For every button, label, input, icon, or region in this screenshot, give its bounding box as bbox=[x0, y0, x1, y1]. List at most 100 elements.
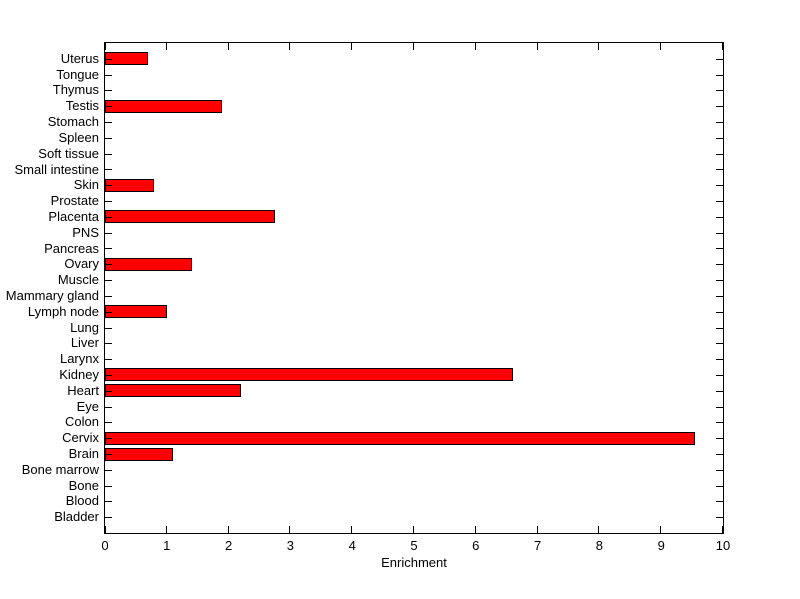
bar-placenta bbox=[105, 210, 275, 224]
y-tick-label-colon: Colon bbox=[65, 414, 99, 430]
y-tick-right bbox=[716, 154, 723, 155]
y-tick-right bbox=[716, 122, 723, 123]
y-tick-right bbox=[716, 312, 723, 313]
y-tick-right bbox=[716, 470, 723, 471]
y-tick-right bbox=[716, 169, 723, 170]
y-tick-label-heart: Heart bbox=[67, 382, 99, 398]
y-tick-left bbox=[105, 280, 112, 281]
y-tick-left bbox=[105, 217, 112, 218]
y-tick-label-testis: Testis bbox=[65, 98, 99, 114]
x-tick-label-1: 1 bbox=[163, 538, 171, 553]
y-tick-right bbox=[716, 233, 723, 234]
y-tick-right bbox=[716, 501, 723, 502]
y-tick-left bbox=[105, 154, 112, 155]
y-tick-left bbox=[105, 328, 112, 329]
y-tick-left bbox=[105, 312, 112, 313]
y-tick-left bbox=[105, 59, 112, 60]
y-tick-right bbox=[716, 75, 723, 76]
y-tick-right bbox=[716, 264, 723, 265]
x-tick-top bbox=[351, 43, 352, 50]
y-tick-label-cervix: Cervix bbox=[62, 430, 99, 446]
x-tick-bottom bbox=[166, 526, 167, 533]
bar-lymph-node bbox=[105, 305, 167, 319]
y-tick-left bbox=[105, 486, 112, 487]
y-tick-left bbox=[105, 470, 112, 471]
y-tick-right bbox=[716, 59, 723, 60]
y-tick-left bbox=[105, 233, 112, 234]
y-tick-left bbox=[105, 501, 112, 502]
y-tick-left bbox=[105, 454, 112, 455]
y-tick-label-pancreas: Pancreas bbox=[44, 240, 99, 256]
bar-cervix bbox=[105, 431, 695, 445]
y-tick-label-tongue: Tongue bbox=[56, 66, 99, 82]
y-tick-right bbox=[716, 185, 723, 186]
y-tick-label-thymus: Thymus bbox=[52, 82, 99, 98]
y-tick-right bbox=[716, 328, 723, 329]
y-tick-label-lymph-node: Lymph node bbox=[27, 303, 99, 319]
y-tick-label-muscle: Muscle bbox=[57, 272, 99, 288]
y-tick-right bbox=[716, 438, 723, 439]
y-tick-right bbox=[716, 422, 723, 423]
y-tick-left bbox=[105, 359, 112, 360]
y-tick-left bbox=[105, 90, 112, 91]
y-tick-right bbox=[716, 248, 723, 249]
x-tick-top bbox=[660, 43, 661, 50]
y-tick-left bbox=[105, 422, 112, 423]
y-tick-label-soft-tissue: Soft tissue bbox=[38, 145, 99, 161]
x-tick-top bbox=[228, 43, 229, 50]
x-axis-labels: 0 1 2 3 4 5 6 7 8 9 10 bbox=[101, 538, 730, 554]
y-tick-left bbox=[105, 517, 112, 518]
y-tick-left bbox=[105, 169, 112, 170]
x-tick-top bbox=[598, 43, 599, 50]
x-tick-top bbox=[166, 43, 167, 50]
y-tick-right bbox=[716, 454, 723, 455]
x-tick-label-5: 5 bbox=[410, 538, 418, 553]
y-tick-left bbox=[105, 185, 112, 186]
y-tick-label-brain: Brain bbox=[68, 446, 99, 461]
x-tick-top bbox=[289, 43, 290, 50]
y-tick-left bbox=[105, 138, 112, 139]
x-tick-top bbox=[105, 43, 106, 50]
y-tick-left bbox=[105, 343, 112, 344]
x-tick-bottom bbox=[105, 526, 106, 533]
x-tick-bottom bbox=[289, 526, 290, 533]
y-tick-label-small-intestine: Small intestine bbox=[14, 161, 99, 177]
x-tick-label-8: 8 bbox=[595, 538, 603, 553]
x-tick-top bbox=[722, 43, 723, 50]
bar-brain bbox=[105, 447, 173, 461]
bar-kidney bbox=[105, 368, 513, 382]
bar-uterus bbox=[105, 52, 148, 66]
y-tick-label-lung: Lung bbox=[70, 319, 99, 335]
y-tick-right bbox=[716, 359, 723, 360]
x-tick-label-7: 7 bbox=[533, 538, 542, 553]
x-tick-label-6: 6 bbox=[472, 538, 480, 553]
y-tick-right bbox=[716, 280, 723, 281]
y-tick-left bbox=[105, 106, 112, 107]
y-tick-label-liver: Liver bbox=[70, 335, 99, 351]
y-tick-left bbox=[105, 248, 112, 249]
y-tick-left bbox=[105, 296, 112, 297]
x-tick-top bbox=[537, 43, 538, 50]
x-tick-bottom bbox=[722, 526, 723, 533]
y-tick-left bbox=[105, 407, 112, 408]
y-tick-label-placenta: Placenta bbox=[48, 208, 99, 224]
x-tick-bottom bbox=[475, 526, 476, 533]
y-tick-label-uterus: Uterus bbox=[60, 50, 99, 66]
bar-testis bbox=[105, 99, 222, 113]
y-tick-label-kidney: Kidney bbox=[59, 366, 99, 382]
y-tick-label-prostate: Prostate bbox=[50, 193, 99, 209]
bar-heart bbox=[105, 384, 241, 398]
y-tick-label-bone: Bone bbox=[68, 477, 99, 493]
y-tick-right bbox=[716, 106, 723, 107]
y-tick-label-blood: Blood bbox=[65, 493, 99, 509]
x-tick-bottom bbox=[598, 526, 599, 533]
y-tick-right bbox=[716, 375, 723, 376]
x-tick-top bbox=[413, 43, 414, 50]
x-tick-label-0: 0 bbox=[101, 538, 109, 553]
y-tick-left bbox=[105, 75, 112, 76]
y-tick-right bbox=[716, 486, 723, 487]
x-tick-label-4: 4 bbox=[348, 538, 356, 553]
y-tick-left bbox=[105, 201, 112, 202]
x-tick-bottom bbox=[351, 526, 352, 533]
